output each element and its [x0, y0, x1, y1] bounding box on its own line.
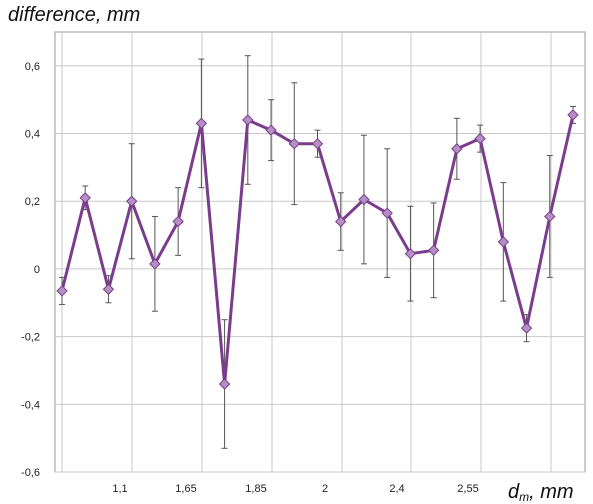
- data-point: [56, 285, 68, 297]
- x-tick-label: 1,85: [245, 483, 266, 495]
- data-point: [567, 109, 579, 121]
- x-tick-label: 2,55: [457, 483, 478, 495]
- data-point: [497, 236, 510, 248]
- y-tick-label: 0: [34, 264, 40, 276]
- data-point: [79, 192, 91, 204]
- data-point: [288, 137, 300, 150]
- data-point: [102, 283, 115, 295]
- data-point: [544, 210, 556, 223]
- data-markers: [56, 109, 579, 390]
- chart-title: difference, mm: [8, 4, 141, 26]
- y-tick-label: 0,4: [25, 129, 40, 141]
- x-tick-label: 2,4: [389, 483, 404, 495]
- data-point: [195, 117, 208, 130]
- data-point: [451, 143, 463, 155]
- data-point: [172, 215, 184, 228]
- grid-lines: [54, 31, 586, 473]
- y-tick-label: -0,2: [21, 332, 40, 344]
- data-point: [381, 207, 393, 219]
- data-point: [265, 124, 277, 136]
- error-bars: [59, 55, 576, 449]
- data-point: [149, 258, 161, 270]
- y-tick-labels: -0,6 -0,4 -0,2 0 0,2 0,4 0,6: [21, 61, 40, 479]
- x-tick-label: 1,1: [112, 483, 127, 495]
- data-point: [358, 193, 370, 206]
- data-point: [404, 247, 417, 260]
- x-tick-label: 2: [322, 483, 328, 495]
- data-point: [427, 244, 440, 257]
- y-tick-label: 0,2: [25, 196, 40, 208]
- data-point: [311, 137, 324, 150]
- y-tick-label: -0,4: [21, 399, 40, 411]
- data-point: [242, 114, 254, 126]
- y-tick-label: -0,6: [21, 467, 40, 479]
- x-tick-label: 1,65: [175, 483, 196, 495]
- data-point: [335, 215, 347, 228]
- x-axis-label: dm, mm: [508, 481, 574, 504]
- y-tick-label: 0,6: [25, 61, 40, 73]
- data-point: [474, 132, 486, 145]
- data-point: [218, 378, 231, 390]
- data-point: [520, 322, 533, 334]
- data-point: [125, 195, 138, 207]
- x-tick-labels: 1,1 1,65 1,85 2 2,4 2,55: [112, 483, 478, 495]
